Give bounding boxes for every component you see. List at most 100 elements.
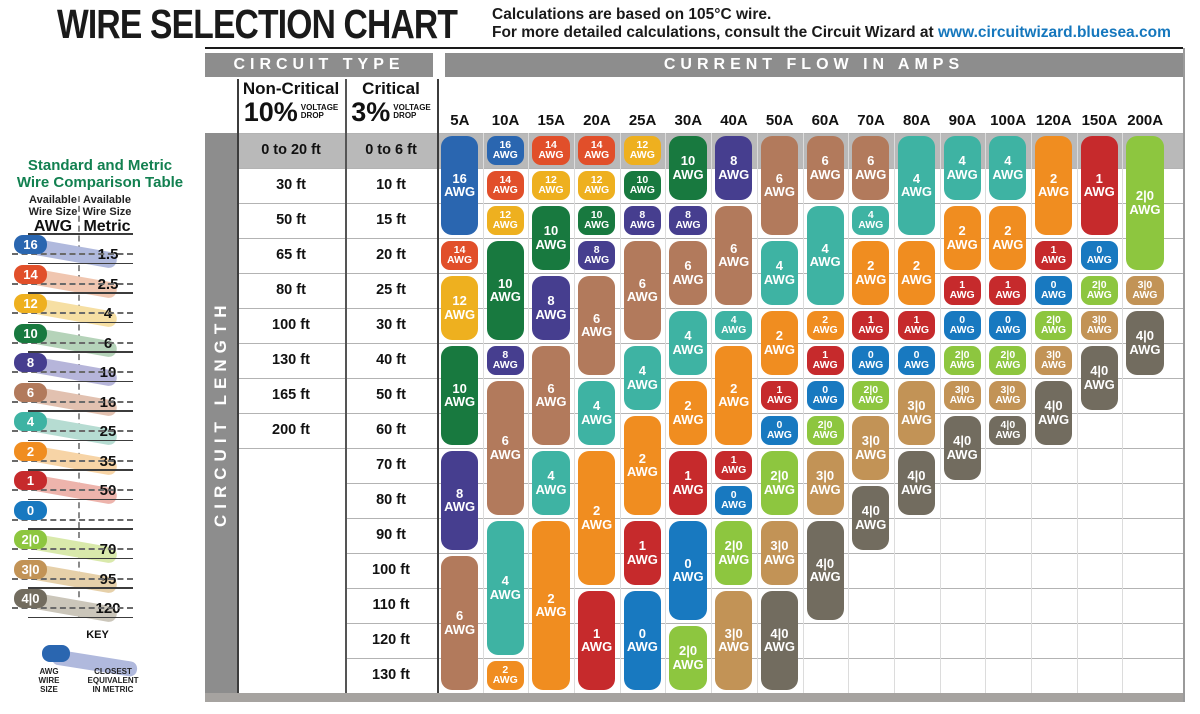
comparison-row-dashed-line	[12, 489, 133, 491]
key-metric-caption: CLOSEST EQUIVALENT IN METRIC	[87, 667, 139, 694]
pill-15A-10awg: 10 AWG	[532, 205, 570, 270]
pill-100A-4_0awg: 4|0 AWG	[989, 415, 1027, 445]
critical-length-label: 40 ft	[376, 352, 406, 368]
pill-150A-2_0awg: 2|0 AWG	[1080, 275, 1118, 305]
grid-border-line	[345, 79, 347, 693]
critical-length-label: 110 ft	[372, 597, 410, 613]
grid-row-line	[345, 518, 1183, 519]
grid-row-line	[237, 448, 1183, 449]
pill-15A-2awg: 2 AWG	[532, 520, 570, 690]
amp-column-label: 20A	[583, 112, 611, 129]
grid-row-line	[237, 308, 1183, 309]
grid-row-line	[237, 203, 1183, 204]
pill-70A-2awg: 2 AWG	[852, 240, 890, 305]
pill-25A-4awg: 4 AWG	[623, 345, 661, 410]
pill-50A-1awg: 1 AWG	[760, 380, 799, 410]
comparison-row-line	[28, 321, 133, 323]
comparison-row-line	[28, 439, 133, 441]
comparison-awg-pill: 6	[14, 382, 47, 402]
key-awg-pill	[42, 645, 70, 662]
comparison-row-line	[28, 528, 133, 530]
pill-50A-4_0awg: 4|0 AWG	[760, 590, 799, 690]
critical-voltage-drop: VOLTAGE DROP	[393, 102, 431, 120]
pill-30A-1awg: 1 AWG	[669, 450, 707, 515]
amp-column-label: 200A	[1127, 112, 1164, 129]
comparison-awg-pill: 2|0	[14, 530, 47, 549]
comparison-awg-pill: 4|0	[14, 589, 47, 608]
pill-10A-16awg: 16 AWG	[486, 135, 524, 165]
pill-50A-2awg: 2 AWG	[760, 310, 799, 375]
pill-25A-1awg: 1 AWG	[623, 520, 661, 585]
grid-row-line	[237, 168, 1183, 169]
pill-80A-4awg: 4 AWG	[897, 135, 936, 235]
grid-column-line	[711, 133, 713, 693]
key-awg-caption: AWG WIRE SIZE	[38, 667, 60, 694]
pill-10A-6awg: 6 AWG	[486, 380, 524, 515]
pill-5A-12awg: 12 AWG	[441, 275, 479, 340]
pill-70A-4awg: 4 AWG	[852, 205, 890, 235]
pill-25A-12awg: 12 AWG	[623, 135, 661, 165]
subtitle-line2-text: For more detailed calculations, consult …	[492, 23, 938, 41]
pill-20A-1awg: 1 AWG	[578, 590, 616, 690]
pill-30A-10awg: 10 AWG	[669, 135, 707, 200]
non-critical-length-label: 100 ft	[272, 317, 310, 333]
pill-70A-2_0awg: 2|0 AWG	[852, 380, 890, 410]
pill-40A-2_0awg: 2|0 AWG	[715, 520, 753, 585]
pill-30A-8awg: 8 AWG	[669, 205, 707, 235]
amp-column-label: 5A	[450, 112, 470, 129]
top-rule	[205, 47, 1183, 49]
pill-30A-0awg: 0 AWG	[669, 520, 707, 620]
critical-length-label: 80 ft	[376, 492, 406, 508]
critical-length-label: 70 ft	[376, 457, 406, 473]
grid-column-line	[1076, 133, 1078, 693]
amp-column-label: 15A	[537, 112, 565, 129]
non-critical-length-label: 80 ft	[276, 282, 306, 298]
pill-60A-3_0awg: 3|0 AWG	[806, 450, 844, 515]
critical-title: Critical	[362, 79, 420, 98]
comparison-awg-pill: 4	[14, 412, 47, 431]
amp-column-label: 40A	[720, 112, 748, 129]
comparison-row-dashed-line	[12, 312, 133, 314]
grid-row-line	[345, 588, 1183, 589]
pill-60A-1awg: 1 AWG	[806, 345, 844, 375]
pill-80A-2awg: 2 AWG	[897, 240, 936, 305]
pill-25A-2awg: 2 AWG	[623, 415, 661, 515]
pill-20A-6awg: 6 AWG	[578, 275, 616, 375]
pill-30A-2awg: 2 AWG	[669, 380, 707, 445]
comparison-row-dashed-line	[12, 518, 133, 521]
awg-column-header: Available Wire Size AWG	[28, 194, 78, 235]
pill-80A-1awg: 1 AWG	[897, 310, 936, 340]
grid-row-line	[237, 133, 1183, 134]
pill-10A-4awg: 4 AWG	[486, 520, 524, 655]
pill-200A-3_0awg: 3|0 AWG	[1126, 275, 1164, 305]
pill-90A-2_0awg: 2|0 AWG	[943, 345, 981, 375]
circuit-wizard-link[interactable]: www.circuitwizard.bluesea.com	[938, 23, 1171, 41]
pill-90A-2awg: 2 AWG	[943, 205, 981, 270]
circuit-length-label: CIRCUIT LENGTH	[211, 299, 230, 527]
non-critical-voltage-drop: VOLTAGE DROP	[300, 102, 339, 120]
pill-20A-14awg: 14 AWG	[578, 135, 616, 165]
grid-column-line	[985, 133, 987, 693]
pill-150A-0awg: 0 AWG	[1080, 240, 1118, 270]
pill-40A-3_0awg: 3|0 AWG	[715, 590, 753, 690]
comparison-row-dashed-line	[12, 607, 133, 609]
comparison-row-line	[28, 616, 133, 618]
amp-column-label: 50A	[765, 112, 794, 129]
comparison-row-line	[28, 292, 133, 294]
pill-40A-4awg: 4 AWG	[715, 310, 753, 340]
comparison-row-dashed-line	[12, 459, 133, 462]
grid-column-line	[756, 133, 758, 693]
pill-60A-6awg: 6 AWG	[806, 135, 844, 200]
comparison-awg-pill: 16	[14, 235, 47, 254]
pill-15A-12awg: 12 AWG	[532, 170, 570, 200]
comparison-row-line	[28, 380, 133, 382]
amp-column-label: 120A	[1035, 112, 1072, 129]
amp-column-label: 80A	[902, 112, 931, 129]
pill-10A-8awg: 8 AWG	[486, 345, 524, 375]
comparison-row-line	[28, 351, 133, 353]
comparison-row-line	[28, 557, 133, 559]
pill-60A-0awg: 0 AWG	[806, 380, 844, 410]
non-critical-length-label: 50 ft	[276, 212, 306, 228]
comparison-row-dashed-line	[12, 371, 133, 373]
